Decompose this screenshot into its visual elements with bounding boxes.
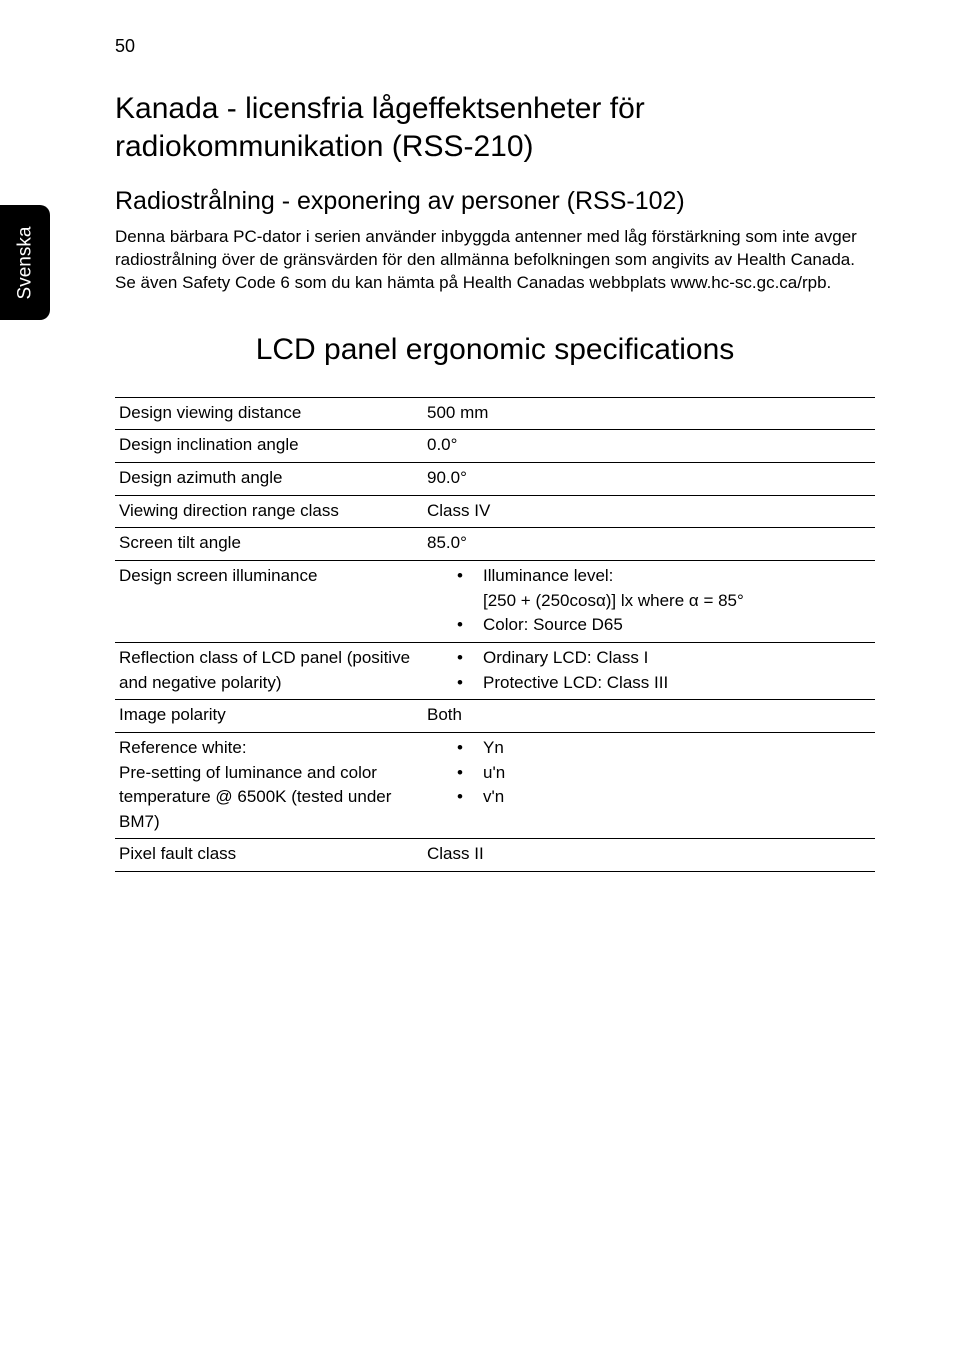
- table-cell-label: Reflection class of LCD panel (positive …: [115, 642, 423, 699]
- bullet-item: •v'n: [427, 785, 871, 810]
- subsection-title-1: Radiostrålning - exponering av personer …: [115, 187, 875, 216]
- table-row: Reference white:Pre-setting of luminance…: [115, 732, 875, 839]
- bullet-text: Ordinary LCD: Class I: [483, 646, 871, 671]
- bullet-item: •Protective LCD: Class III: [427, 671, 871, 696]
- table-cell-label: Pixel fault class: [115, 839, 423, 872]
- table-row: Viewing direction range classClass IV: [115, 495, 875, 528]
- page-number: 50: [115, 36, 135, 57]
- table-cell-value: Class IV: [423, 495, 875, 528]
- table-cell-value: Both: [423, 700, 875, 733]
- bullet-item: •Illuminance level:[250 + (250cosα)] lx …: [427, 564, 871, 613]
- table-cell-label: Design inclination angle: [115, 430, 423, 463]
- table-cell-value: 500 mm: [423, 397, 875, 430]
- bullet-item: •Ordinary LCD: Class I: [427, 646, 871, 671]
- table-row: Image polarityBoth: [115, 700, 875, 733]
- table-cell-label: Design screen illuminance: [115, 561, 423, 643]
- bullet-dot-icon: •: [457, 564, 483, 589]
- table-cell-value: 90.0°: [423, 463, 875, 496]
- bullet-item: •u'n: [427, 761, 871, 786]
- table-row: Design screen illuminance•Illuminance le…: [115, 561, 875, 643]
- section-title-1: Kanada - licensfria lågeffektsenheter fö…: [115, 90, 875, 165]
- table-cell-label: Reference white:Pre-setting of luminance…: [115, 732, 423, 839]
- table-cell-value: 0.0°: [423, 430, 875, 463]
- page-content: Kanada - licensfria lågeffektsenheter fö…: [115, 90, 875, 872]
- bullet-item: •Color: Source D65: [427, 613, 871, 638]
- table-cell-value: 85.0°: [423, 528, 875, 561]
- bullet-dot-icon: •: [457, 671, 483, 696]
- bullet-text: v'n: [483, 785, 871, 810]
- table-cell-value: •Yn•u'n•v'n: [423, 732, 875, 839]
- section-title-2: LCD panel ergonomic specifications: [115, 333, 875, 367]
- bullet-text: Color: Source D65: [483, 613, 871, 638]
- table-row: Reflection class of LCD panel (positive …: [115, 642, 875, 699]
- table-row: Design azimuth angle90.0°: [115, 463, 875, 496]
- table-cell-label: Image polarity: [115, 700, 423, 733]
- table-row: Pixel fault classClass II: [115, 839, 875, 872]
- bullet-dot-icon: •: [457, 761, 483, 786]
- table-cell-label: Design azimuth angle: [115, 463, 423, 496]
- language-tab: Svenska: [0, 205, 50, 320]
- bullet-dot-icon: •: [457, 646, 483, 671]
- table-cell-label: Screen tilt angle: [115, 528, 423, 561]
- bullet-text: Yn: [483, 736, 871, 761]
- body-paragraph-1: Denna bärbara PC-dator i serien använder…: [115, 226, 875, 295]
- table-cell-label: Viewing direction range class: [115, 495, 423, 528]
- spec-table: Design viewing distance500 mmDesign incl…: [115, 397, 875, 872]
- table-row: Design inclination angle0.0°: [115, 430, 875, 463]
- bullet-dot-icon: •: [457, 785, 483, 810]
- bullet-text: Protective LCD: Class III: [483, 671, 871, 696]
- table-cell-label: Design viewing distance: [115, 397, 423, 430]
- table-cell-value: •Ordinary LCD: Class I•Protective LCD: C…: [423, 642, 875, 699]
- table-cell-value: Class II: [423, 839, 875, 872]
- language-tab-label: Svenska: [14, 226, 36, 299]
- bullet-text: u'n: [483, 761, 871, 786]
- bullet-text: Illuminance level:[250 + (250cosα)] lx w…: [483, 564, 871, 613]
- table-cell-value: •Illuminance level:[250 + (250cosα)] lx …: [423, 561, 875, 643]
- bullet-dot-icon: •: [457, 736, 483, 761]
- table-row: Screen tilt angle85.0°: [115, 528, 875, 561]
- bullet-dot-icon: •: [457, 613, 483, 638]
- bullet-item: •Yn: [427, 736, 871, 761]
- table-row: Design viewing distance500 mm: [115, 397, 875, 430]
